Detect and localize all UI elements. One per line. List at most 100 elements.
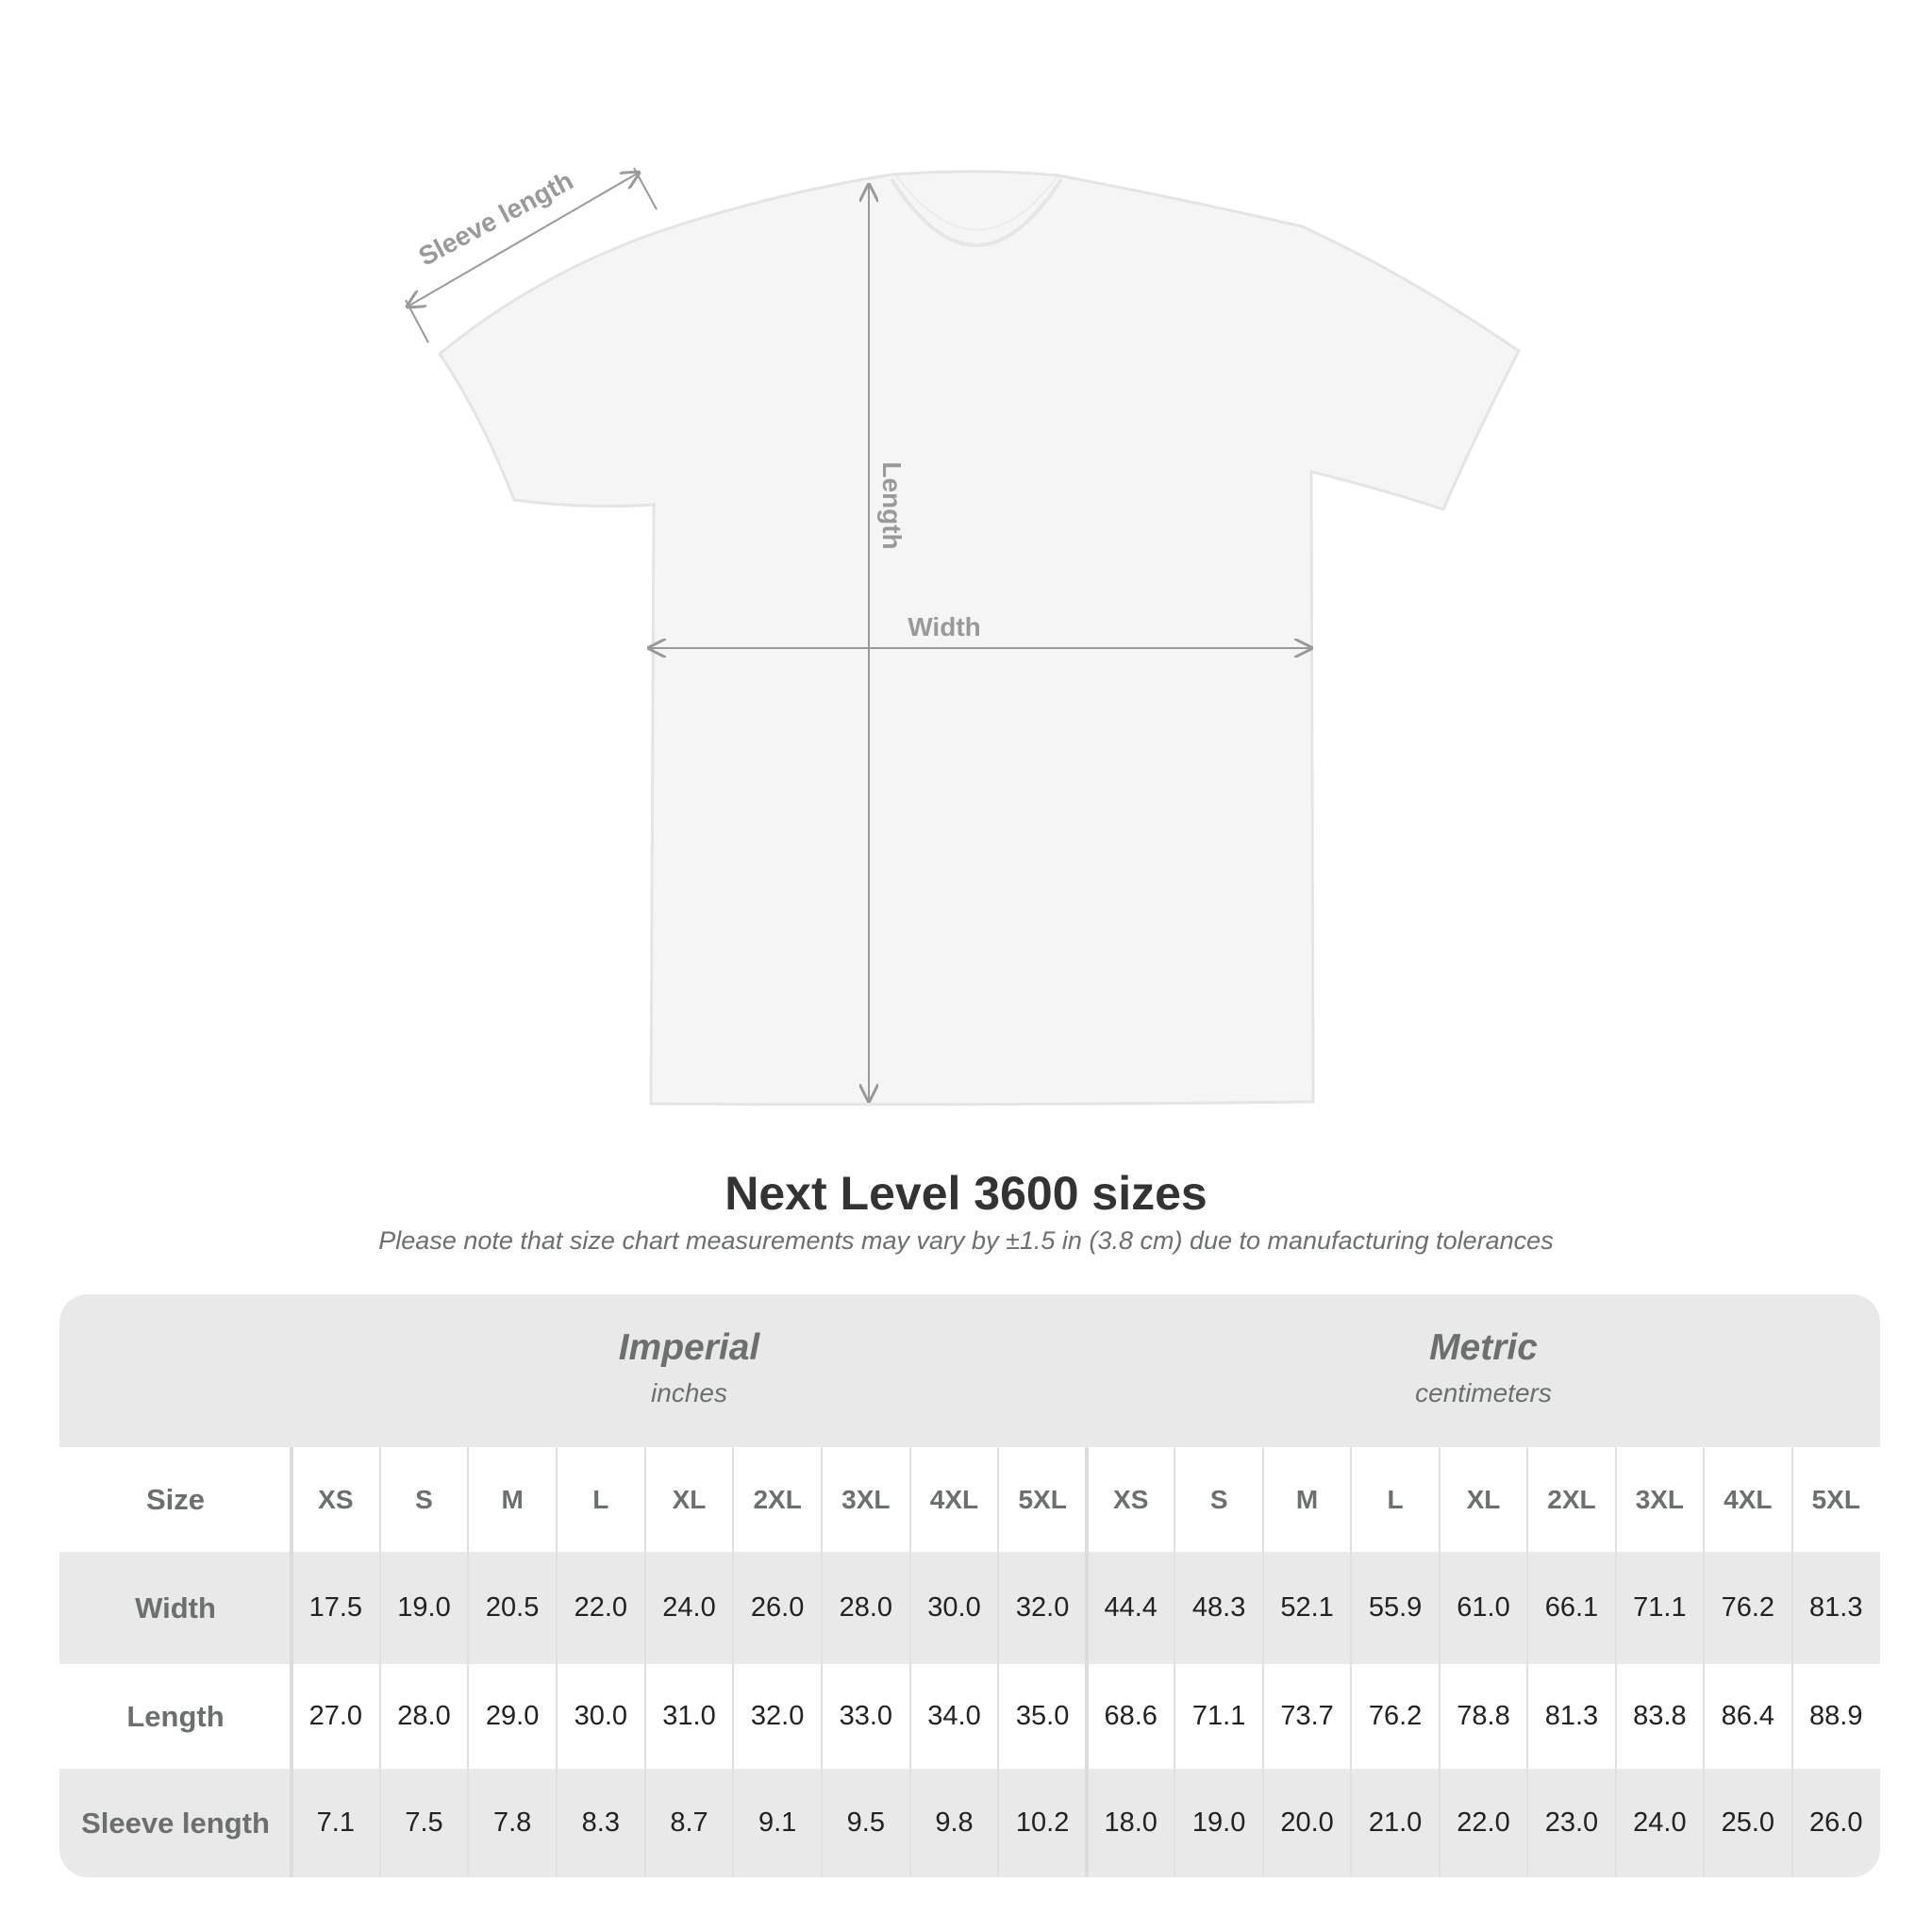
column-divider <box>1703 1447 1706 1877</box>
metric-size-header: XL <box>1466 1484 1501 1514</box>
column-divider <box>1526 1447 1529 1877</box>
imperial-title: Imperial <box>618 1327 760 1368</box>
imperial-value-cell: 35.0 <box>1015 1701 1070 1731</box>
row-label: Sleeve length <box>81 1806 270 1840</box>
metric-size-header: 2XL <box>1547 1484 1596 1514</box>
size-header-label: Size <box>145 1482 206 1516</box>
metric-value-cell: 71.1 <box>1633 1592 1687 1623</box>
imperial-value-cell: 33.0 <box>839 1701 893 1731</box>
column-divider <box>997 1447 1000 1877</box>
imperial-value-cell: 9.8 <box>935 1807 974 1838</box>
imperial-value-cell: 24.0 <box>662 1592 716 1623</box>
metric-value-cell: 61.0 <box>1457 1592 1510 1623</box>
metric-size-header: S <box>1209 1484 1228 1514</box>
imperial-unit: inches <box>651 1378 727 1407</box>
metric-value-cell: 52.1 <box>1280 1592 1334 1623</box>
imperial-value-cell: 7.8 <box>492 1807 532 1838</box>
header-band <box>59 1294 1880 1447</box>
imperial-value-cell: 28.0 <box>839 1592 893 1623</box>
imperial-value-cell: 8.7 <box>670 1807 708 1838</box>
imperial-size-header: L <box>592 1484 609 1514</box>
metric-size-header: 5XL <box>1811 1484 1860 1514</box>
metric-title: Metric <box>1429 1327 1538 1368</box>
metric-value-cell: 18.0 <box>1104 1807 1158 1838</box>
sleeve-measure-line <box>408 173 639 307</box>
column-divider <box>908 1447 911 1877</box>
column-divider <box>378 1447 381 1877</box>
metric-value-cell: 26.0 <box>1809 1807 1863 1838</box>
imperial-value-cell: 32.0 <box>1015 1592 1070 1623</box>
column-divider <box>1350 1447 1353 1877</box>
metric-value-cell: 19.0 <box>1191 1807 1246 1838</box>
metric-value-cell: 66.1 <box>1544 1592 1599 1623</box>
imperial-value-cell: 31.0 <box>662 1701 716 1731</box>
metric-value-cell: 81.3 <box>1544 1701 1599 1731</box>
metric-value-cell: 21.0 <box>1368 1807 1423 1838</box>
imperial-value-cell: 22.0 <box>574 1592 628 1623</box>
imperial-value-cell: 30.0 <box>574 1701 628 1731</box>
metric-value-cell: 55.9 <box>1368 1592 1423 1623</box>
column-divider <box>643 1447 646 1877</box>
metric-value-cell: 76.2 <box>1368 1701 1423 1731</box>
column-divider <box>1614 1447 1617 1877</box>
column-divider <box>821 1447 823 1877</box>
metric-value-cell: 81.3 <box>1809 1592 1863 1623</box>
column-divider <box>1085 1447 1089 1877</box>
metric-size-header: L <box>1387 1484 1404 1514</box>
imperial-value-cell: 32.0 <box>750 1701 805 1731</box>
metric-size-header: XS <box>1113 1484 1149 1514</box>
imperial-value-cell: 29.0 <box>485 1701 540 1731</box>
imperial-size-header: S <box>415 1484 433 1514</box>
metric-value-cell: 68.6 <box>1104 1701 1158 1731</box>
imperial-header: Imperial inches <box>291 1294 1087 1447</box>
imperial-value-cell: 17.5 <box>308 1592 363 1623</box>
imperial-value-cell: 9.1 <box>758 1807 797 1838</box>
row-label: Width <box>135 1591 216 1624</box>
metric-size-header: 3XL <box>1635 1484 1685 1514</box>
imperial-size-header: 2XL <box>753 1484 802 1514</box>
imperial-size-header: M <box>501 1484 524 1514</box>
metric-value-cell: 88.9 <box>1809 1701 1863 1731</box>
row-label: Length <box>126 1699 225 1733</box>
imperial-value-cell: 8.3 <box>581 1807 620 1838</box>
column-divider <box>467 1447 470 1877</box>
metric-value-cell: 23.0 <box>1544 1807 1599 1838</box>
size-table: Imperial inches Metric centimeters Size X… <box>59 1294 1880 1877</box>
metric-value-cell: 48.3 <box>1191 1592 1246 1623</box>
column-divider <box>556 1447 558 1877</box>
imperial-size-header: 4XL <box>929 1484 979 1514</box>
metric-value-cell: 44.4 <box>1104 1592 1158 1623</box>
column-divider <box>1438 1447 1441 1877</box>
imperial-value-cell: 7.1 <box>316 1807 355 1838</box>
imperial-value-cell: 34.0 <box>927 1701 981 1731</box>
metric-size-header: M <box>1295 1484 1319 1514</box>
metric-value-cell: 78.8 <box>1457 1701 1510 1731</box>
column-divider <box>1261 1447 1264 1877</box>
imperial-value-cell: 19.0 <box>397 1592 451 1623</box>
imperial-value-cell: 27.0 <box>308 1701 363 1731</box>
imperial-size-header: XL <box>672 1484 707 1514</box>
width-label: Width <box>908 612 981 641</box>
imperial-value-cell: 7.5 <box>405 1807 443 1838</box>
length-label: Length <box>877 461 907 549</box>
metric-value-cell: 24.0 <box>1633 1807 1687 1838</box>
column-divider <box>290 1447 293 1877</box>
metric-value-cell: 22.0 <box>1457 1807 1510 1838</box>
page-title: Next Level 3600 sizes <box>724 1167 1208 1220</box>
imperial-value-cell: 30.0 <box>927 1592 981 1623</box>
imperial-value-cell: 9.5 <box>846 1807 885 1838</box>
imperial-size-header: 3XL <box>841 1484 891 1514</box>
metric-value-cell: 73.7 <box>1280 1701 1334 1731</box>
metric-size-header: 4XL <box>1724 1484 1773 1514</box>
row-band <box>59 1769 1880 1877</box>
imperial-value-cell: 20.5 <box>485 1592 540 1623</box>
tshirt-diagram: Width Length Sleeve length <box>0 166 1521 1107</box>
column-divider <box>732 1447 735 1877</box>
imperial-size-header: XS <box>318 1484 354 1514</box>
metric-header: Metric centimeters <box>1087 1294 1880 1447</box>
metric-value-cell: 83.8 <box>1633 1701 1687 1731</box>
metric-value-cell: 71.1 <box>1191 1701 1246 1731</box>
column-divider <box>1790 1447 1793 1877</box>
imperial-value-cell: 28.0 <box>397 1701 451 1731</box>
imperial-size-header: 5XL <box>1018 1484 1067 1514</box>
